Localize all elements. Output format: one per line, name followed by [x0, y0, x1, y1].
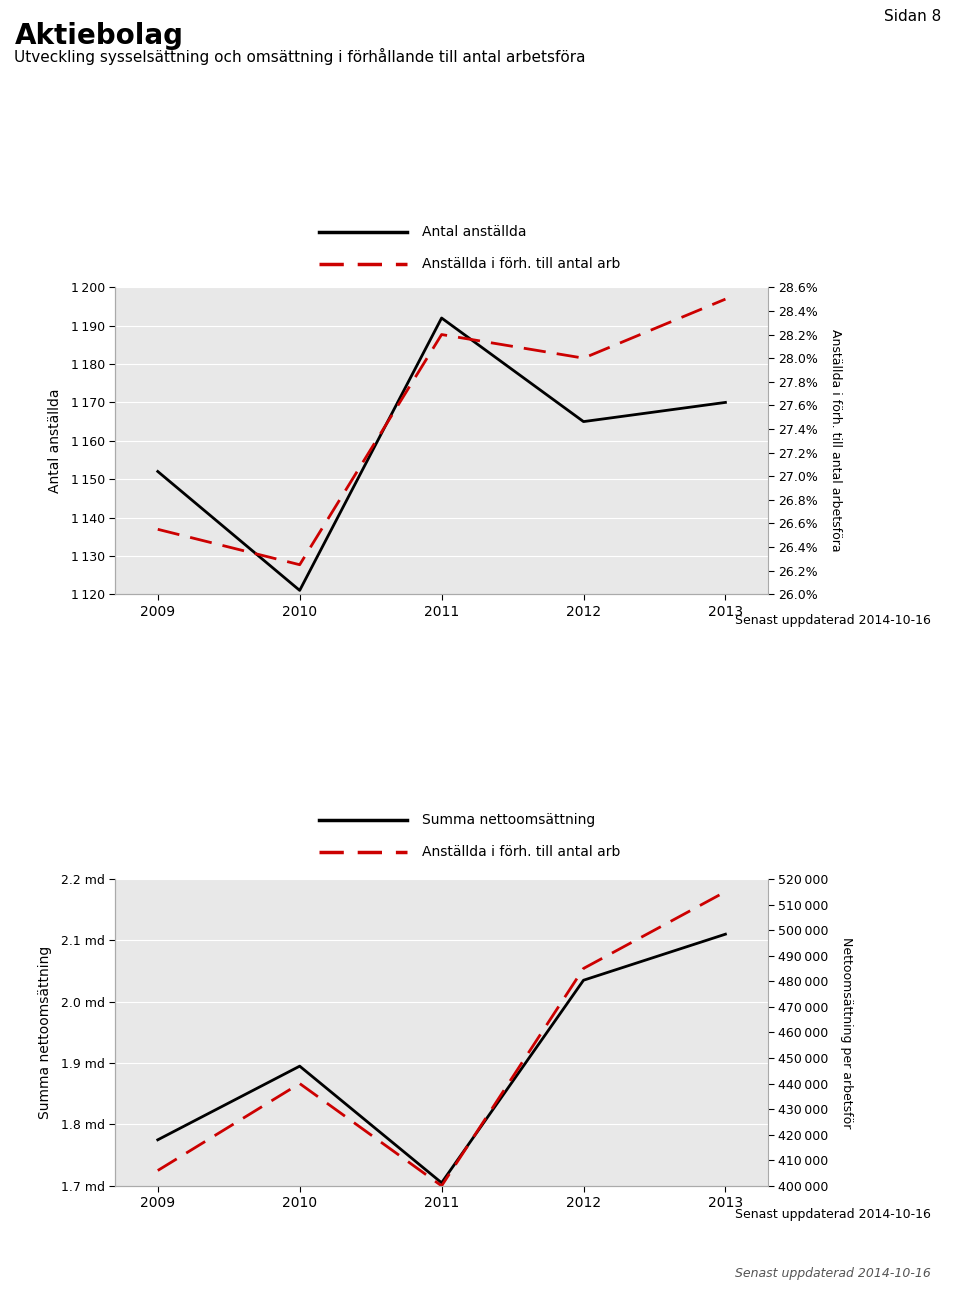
- Y-axis label: Nettoomsättning per arbetsför: Nettoomsättning per arbetsför: [840, 936, 853, 1128]
- Y-axis label: Anställda i förh. till antal arbetsföra: Anställda i förh. till antal arbetsföra: [829, 329, 843, 552]
- Y-axis label: Summa nettoomsättning: Summa nettoomsättning: [38, 946, 53, 1119]
- Text: Utveckling sysselsättning och omsättning i förhållande till antal arbetsföra: Utveckling sysselsättning och omsättning…: [14, 48, 586, 65]
- Text: Senast uppdaterad 2014-10-16: Senast uppdaterad 2014-10-16: [735, 1267, 931, 1280]
- Y-axis label: Antal anställda: Antal anställda: [48, 388, 62, 494]
- Text: Aktiebolag: Aktiebolag: [14, 22, 183, 50]
- Text: Anställda i förh. till antal arb: Anställda i förh. till antal arb: [421, 845, 620, 859]
- Text: Senast uppdaterad 2014-10-16: Senast uppdaterad 2014-10-16: [735, 614, 931, 627]
- Text: Senast uppdaterad 2014-10-16: Senast uppdaterad 2014-10-16: [735, 1208, 931, 1221]
- Text: Sidan 8: Sidan 8: [883, 9, 941, 24]
- Text: Antal anställda: Antal anställda: [421, 225, 526, 239]
- Text: Summa nettoomsättning: Summa nettoomsättning: [421, 812, 595, 827]
- Text: Anställda i förh. till antal arb: Anställda i förh. till antal arb: [421, 257, 620, 272]
